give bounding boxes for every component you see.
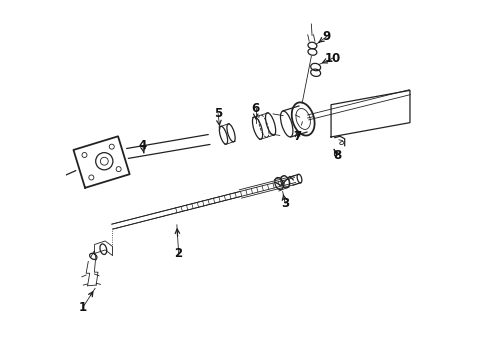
Text: 8: 8 xyxy=(333,149,342,162)
Text: 3: 3 xyxy=(281,197,289,210)
Text: 4: 4 xyxy=(139,139,147,152)
Text: 5: 5 xyxy=(214,107,222,120)
Text: 1: 1 xyxy=(79,301,87,314)
Text: 6: 6 xyxy=(252,102,260,115)
Text: 2: 2 xyxy=(174,247,183,260)
Text: 7: 7 xyxy=(294,130,302,144)
Text: 9: 9 xyxy=(322,30,331,43)
Text: 10: 10 xyxy=(325,51,341,64)
